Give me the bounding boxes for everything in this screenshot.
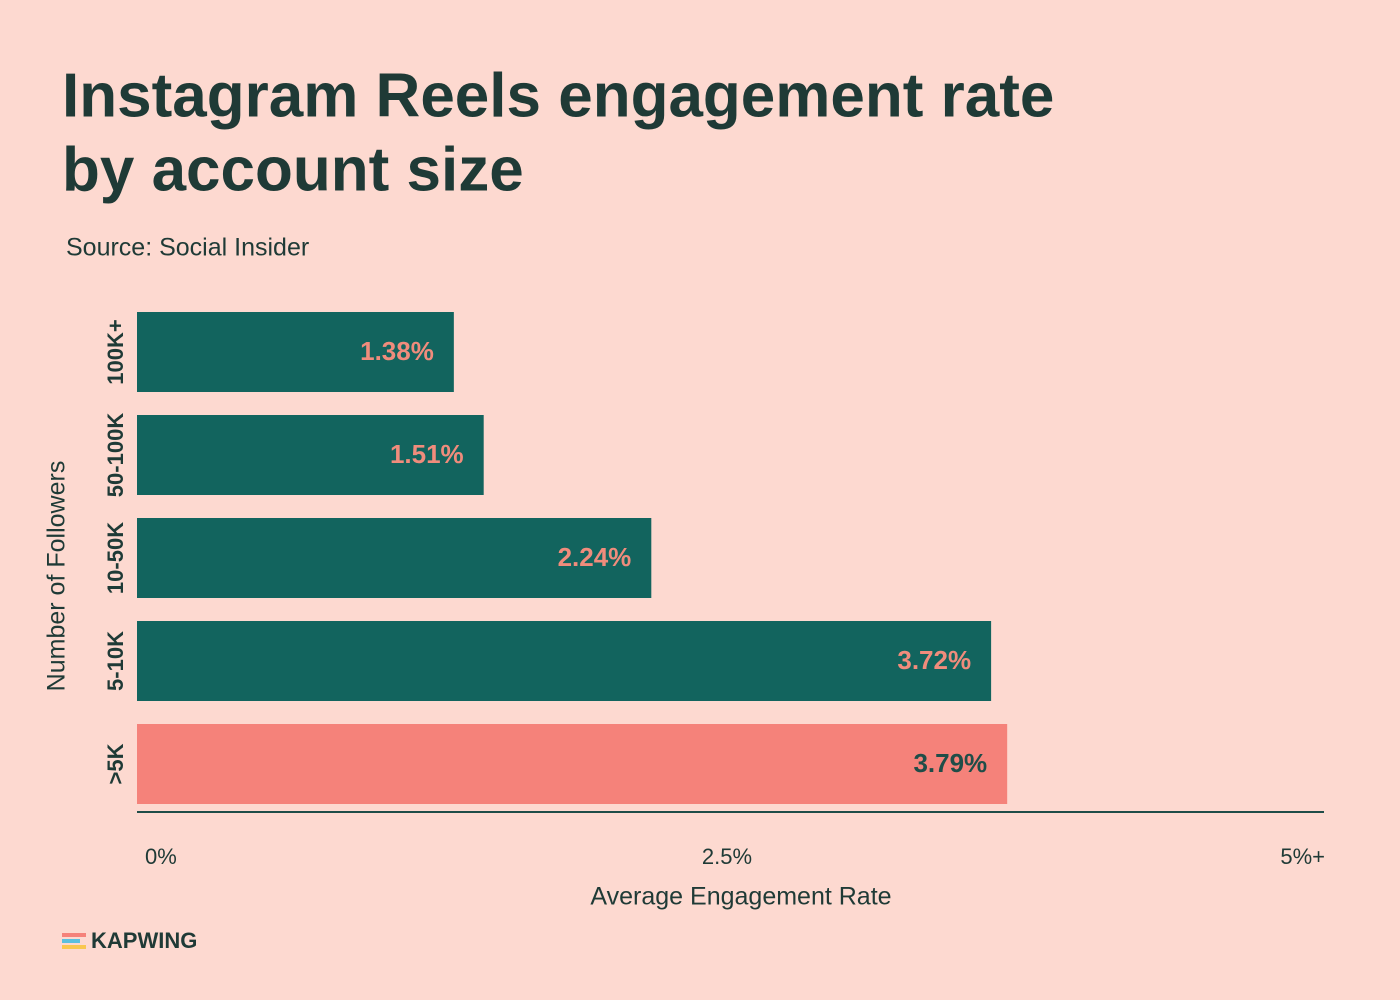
- value-label: 3.72%: [897, 645, 971, 675]
- x-tick-label: 5%+: [1280, 844, 1325, 869]
- logo-icon: [62, 933, 86, 937]
- logo: KAPWING: [62, 928, 197, 953]
- y-tick-label: 100K+: [103, 319, 128, 384]
- x-axis-label: Average Engagement Rate: [590, 883, 891, 911]
- bar: [137, 724, 1008, 804]
- value-label: 3.79%: [913, 748, 987, 778]
- y-tick-label: 10-50K: [103, 522, 128, 594]
- chart-subtitle: Source: Social Insider: [66, 234, 309, 262]
- value-label: 2.24%: [558, 542, 632, 572]
- y-tick-label: >5K: [103, 743, 128, 784]
- chart-title: by account size: [62, 135, 524, 204]
- y-tick-label: 5-10K: [103, 631, 128, 691]
- bar: [137, 621, 992, 701]
- y-tick-label: 50-100K: [103, 413, 128, 498]
- logo-icon: [62, 939, 80, 943]
- bar: [137, 415, 484, 495]
- logo-text: KAPWING: [91, 928, 197, 953]
- x-tick-label: 2.5%: [702, 844, 752, 869]
- y-axis-label: Number of Followers: [43, 461, 71, 692]
- chart-title: Instagram Reels engagement rate: [62, 61, 1054, 130]
- value-label: 1.51%: [390, 439, 464, 469]
- logo-icon: [62, 945, 86, 949]
- value-label: 1.38%: [360, 336, 434, 366]
- bar: [137, 312, 454, 392]
- x-tick-label: 0%: [145, 844, 177, 869]
- bar: [137, 518, 652, 598]
